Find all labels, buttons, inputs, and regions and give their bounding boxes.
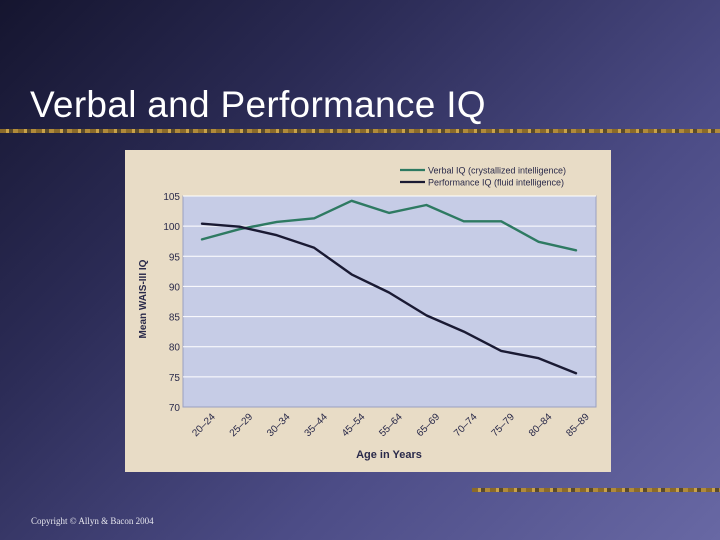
x-tick-label: 55–64	[377, 411, 405, 439]
title-divider	[0, 129, 720, 133]
y-tick-label: 70	[169, 403, 181, 414]
performance-iq-line	[200, 222, 578, 375]
y-axis-label: Mean WAIS-III IQ	[138, 259, 149, 338]
copyright-text: Copyright © Allyn & Bacon 2004	[31, 516, 154, 526]
x-tick-labels: 20–24 25–29 30–34 35–44 45–54 55–64 65–69 70–74…	[190, 411, 592, 439]
x-axis-label: Age in Years	[356, 449, 422, 461]
grid	[182, 195, 597, 408]
slide-title: Verbal and Performance IQ	[30, 84, 486, 125]
y-tick-label: 90	[169, 282, 181, 293]
x-tick-label: 25–29	[228, 411, 256, 439]
series-lines	[200, 199, 578, 375]
y-tick-label: 95	[169, 252, 181, 263]
footer-divider	[472, 488, 720, 492]
y-tick-label: 75	[169, 373, 181, 384]
x-tick-label: 20–24	[190, 411, 218, 439]
y-tick-label: 80	[169, 343, 181, 354]
x-tick-label: 85–89	[564, 411, 592, 439]
x-tick-label: 75–79	[490, 411, 518, 439]
verbal-iq-line	[200, 199, 578, 252]
x-tick-label: 80–84	[527, 411, 555, 439]
legend-label: Performance IQ (fluid intelligence)	[428, 178, 564, 188]
x-tick-label: 70–74	[452, 411, 480, 439]
plot-area	[182, 195, 597, 408]
y-tick-label: 85	[169, 313, 181, 324]
x-tick-label: 35–44	[303, 411, 331, 439]
y-tick-labels: 70 75 80 85 90 95 100 105	[163, 192, 180, 414]
x-tick-label: 45–54	[340, 411, 368, 439]
legend-label: Verbal IQ (crystallized intelligence)	[428, 166, 566, 176]
chart-figure: 70 75 80 85 90 95 100 105 20–24 25–29 30–34 35–44 4…	[125, 150, 611, 472]
x-tick-label: 30–34	[265, 411, 293, 439]
y-tick-label: 105	[163, 192, 180, 203]
legend: Verbal IQ (crystallized intelligence) Per…	[400, 166, 566, 188]
line-chart: 70 75 80 85 90 95 100 105 20–24 25–29 30–34 35–44 4…	[138, 166, 597, 461]
x-tick-label: 65–69	[415, 411, 443, 439]
y-tick-label: 100	[163, 222, 180, 233]
